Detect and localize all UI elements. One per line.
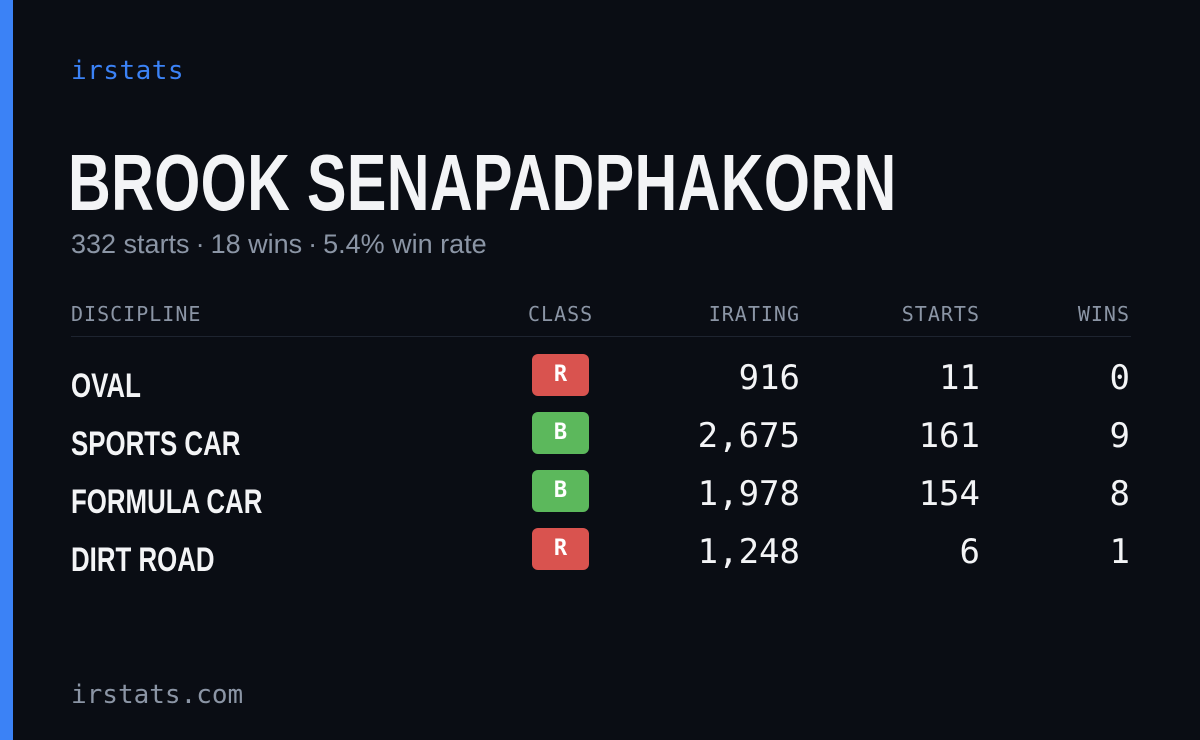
license-class-badge: R [532,354,589,396]
wins-value: 0 [1109,358,1130,398]
table-row: FORMULA CAR B 1,978 154 8 [71,466,1131,524]
table-row: OVAL R 916 11 0 [71,350,1131,408]
wins-value: 1 [1109,532,1130,572]
discipline-name: DIRT ROAD [71,541,215,579]
starts-value: 11 [939,358,980,398]
table-row: SPORTS CAR B 2,675 161 9 [71,408,1131,466]
footer-url[interactable]: irstats.com [71,680,244,710]
accent-bar [0,0,13,740]
irating-value: 1,978 [697,474,800,514]
irating-value: 1,248 [697,532,800,572]
license-class-badge: B [532,412,589,454]
driver-name: BROOK SENAPADPHAKORN [68,138,897,227]
discipline-name: SPORTS CAR [71,425,241,463]
header-discipline: DISCIPLINE [71,302,202,326]
starts-value: 161 [918,416,980,456]
header-class: CLASS [528,302,594,326]
starts-value: 154 [918,474,980,514]
header-irating: IRATING [708,302,800,326]
summary-wins: 18 wins [210,229,303,259]
header-wins: WINS [1077,302,1130,326]
discipline-name: FORMULA CAR [71,483,263,521]
irating-value: 916 [738,358,800,398]
wins-value: 8 [1109,474,1130,514]
stats-table-body: OVAL R 916 11 0 SPORTS CAR B 2,675 161 9… [71,350,1131,582]
summary-win-rate: 5.4% win rate [323,229,487,259]
summary-separator: · [308,229,318,259]
summary-starts: 332 starts [71,229,190,259]
license-class-badge: R [532,528,589,570]
irating-value: 2,675 [697,416,800,456]
license-class-badge: B [532,470,589,512]
summary-separator: · [195,229,205,259]
wins-value: 9 [1109,416,1130,456]
discipline-name: OVAL [71,367,141,405]
starts-value: 6 [959,532,980,572]
stats-table-header: DISCIPLINE CLASS IRATING STARTS WINS [71,300,1131,337]
brand-logo-text: irstats [71,56,185,86]
header-starts: STARTS [901,302,980,326]
driver-summary: 332 starts · 18 wins · 5.4% win rate [71,229,487,260]
table-row: DIRT ROAD R 1,248 6 1 [71,524,1131,582]
